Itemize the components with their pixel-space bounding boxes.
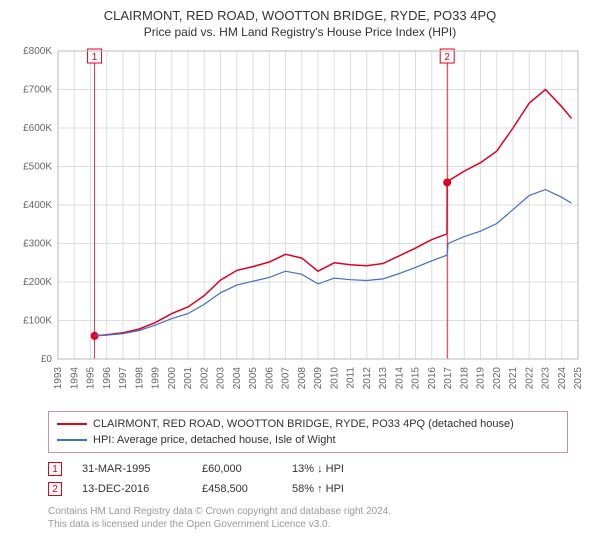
chart-container: CLAIRMONT, RED ROAD, WOOTTON BRIDGE, RYD…	[0, 0, 600, 560]
svg-text:1993: 1993	[53, 367, 64, 390]
svg-text:2019: 2019	[476, 367, 487, 390]
license-line-1: Contains HM Land Registry data © Crown c…	[48, 505, 588, 518]
svg-text:2014: 2014	[394, 367, 405, 390]
svg-text:2018: 2018	[459, 367, 470, 390]
svg-text:2020: 2020	[492, 367, 503, 390]
event-price: £458,500	[202, 483, 272, 495]
svg-text:2023: 2023	[541, 367, 552, 390]
event-date: 13-DEC-2016	[82, 483, 182, 495]
legend-label: HPI: Average price, detached house, Isle…	[93, 434, 336, 446]
svg-text:2016: 2016	[427, 367, 438, 390]
svg-text:1998: 1998	[134, 367, 145, 390]
svg-text:2000: 2000	[167, 367, 178, 390]
event-row: 2 13-DEC-2016 £458,500 58% ↑ HPI	[48, 479, 588, 499]
svg-text:2022: 2022	[524, 367, 535, 390]
svg-text:£300K: £300K	[23, 239, 52, 250]
svg-text:£700K: £700K	[23, 85, 52, 96]
svg-text:2009: 2009	[313, 367, 324, 390]
chart-subtitle: Price paid vs. HM Land Registry's House …	[12, 25, 588, 39]
event-marker: 2	[48, 482, 62, 496]
license-line-2: This data is licensed under the Open Gov…	[48, 518, 588, 531]
svg-text:2015: 2015	[411, 367, 422, 390]
event-row: 1 31-MAR-1995 £60,000 13% ↓ HPI	[48, 459, 588, 479]
legend-swatch	[57, 423, 87, 425]
event-hpi: 13% ↓ HPI	[292, 463, 372, 475]
svg-text:£800K: £800K	[23, 46, 52, 57]
svg-text:2006: 2006	[264, 367, 275, 390]
chart-area: £0 £100K £200K £300K £400K £500K £600K £700K £80…	[12, 45, 588, 405]
svg-text:2001: 2001	[183, 367, 194, 390]
svg-text:2017: 2017	[443, 367, 454, 390]
event-marker: 1	[48, 462, 62, 476]
svg-text:1994: 1994	[69, 367, 80, 390]
svg-text:£200K: £200K	[23, 277, 52, 288]
svg-text:2012: 2012	[362, 367, 373, 390]
legend-swatch	[57, 439, 87, 441]
line-chart: £0 £100K £200K £300K £400K £500K £600K £700K £80…	[12, 45, 588, 405]
svg-text:2002: 2002	[199, 367, 210, 390]
svg-text:1: 1	[92, 52, 98, 63]
event-date: 31-MAR-1995	[82, 463, 182, 475]
svg-text:£100K: £100K	[23, 316, 52, 327]
legend-row: HPI: Average price, detached house, Isle…	[57, 432, 559, 448]
legend-label: CLAIRMONT, RED ROAD, WOOTTON BRIDGE, RYD…	[93, 418, 514, 430]
svg-text:2011: 2011	[346, 367, 357, 389]
svg-text:1997: 1997	[118, 367, 129, 390]
event-price: £60,000	[202, 463, 272, 475]
svg-text:1995: 1995	[86, 367, 97, 390]
svg-text:1996: 1996	[102, 367, 113, 390]
legend-box: CLAIRMONT, RED ROAD, WOOTTON BRIDGE, RYD…	[48, 411, 568, 453]
events-table: 1 31-MAR-1995 £60,000 13% ↓ HPI 2 13-DEC-2016…	[48, 459, 588, 499]
legend-row: CLAIRMONT, RED ROAD, WOOTTON BRIDGE, RYD…	[57, 416, 559, 432]
svg-text:2024: 2024	[557, 367, 568, 390]
svg-text:2010: 2010	[329, 367, 340, 390]
svg-text:1999: 1999	[151, 367, 162, 390]
svg-text:2013: 2013	[378, 367, 389, 390]
svg-text:2005: 2005	[248, 367, 259, 390]
svg-text:£600K: £600K	[23, 123, 52, 134]
svg-text:2007: 2007	[281, 367, 292, 390]
svg-text:£400K: £400K	[23, 200, 52, 211]
svg-text:2025: 2025	[573, 367, 584, 390]
svg-text:£0: £0	[41, 354, 53, 365]
svg-text:2003: 2003	[216, 367, 227, 390]
chart-title: CLAIRMONT, RED ROAD, WOOTTON BRIDGE, RYD…	[12, 8, 588, 23]
svg-text:2008: 2008	[297, 367, 308, 390]
svg-text:£500K: £500K	[23, 162, 52, 173]
svg-text:2021: 2021	[508, 367, 519, 390]
svg-text:2: 2	[444, 52, 450, 63]
svg-text:2004: 2004	[232, 367, 243, 390]
event-hpi: 58% ↑ HPI	[292, 483, 372, 495]
license-text: Contains HM Land Registry data © Crown c…	[48, 505, 588, 531]
